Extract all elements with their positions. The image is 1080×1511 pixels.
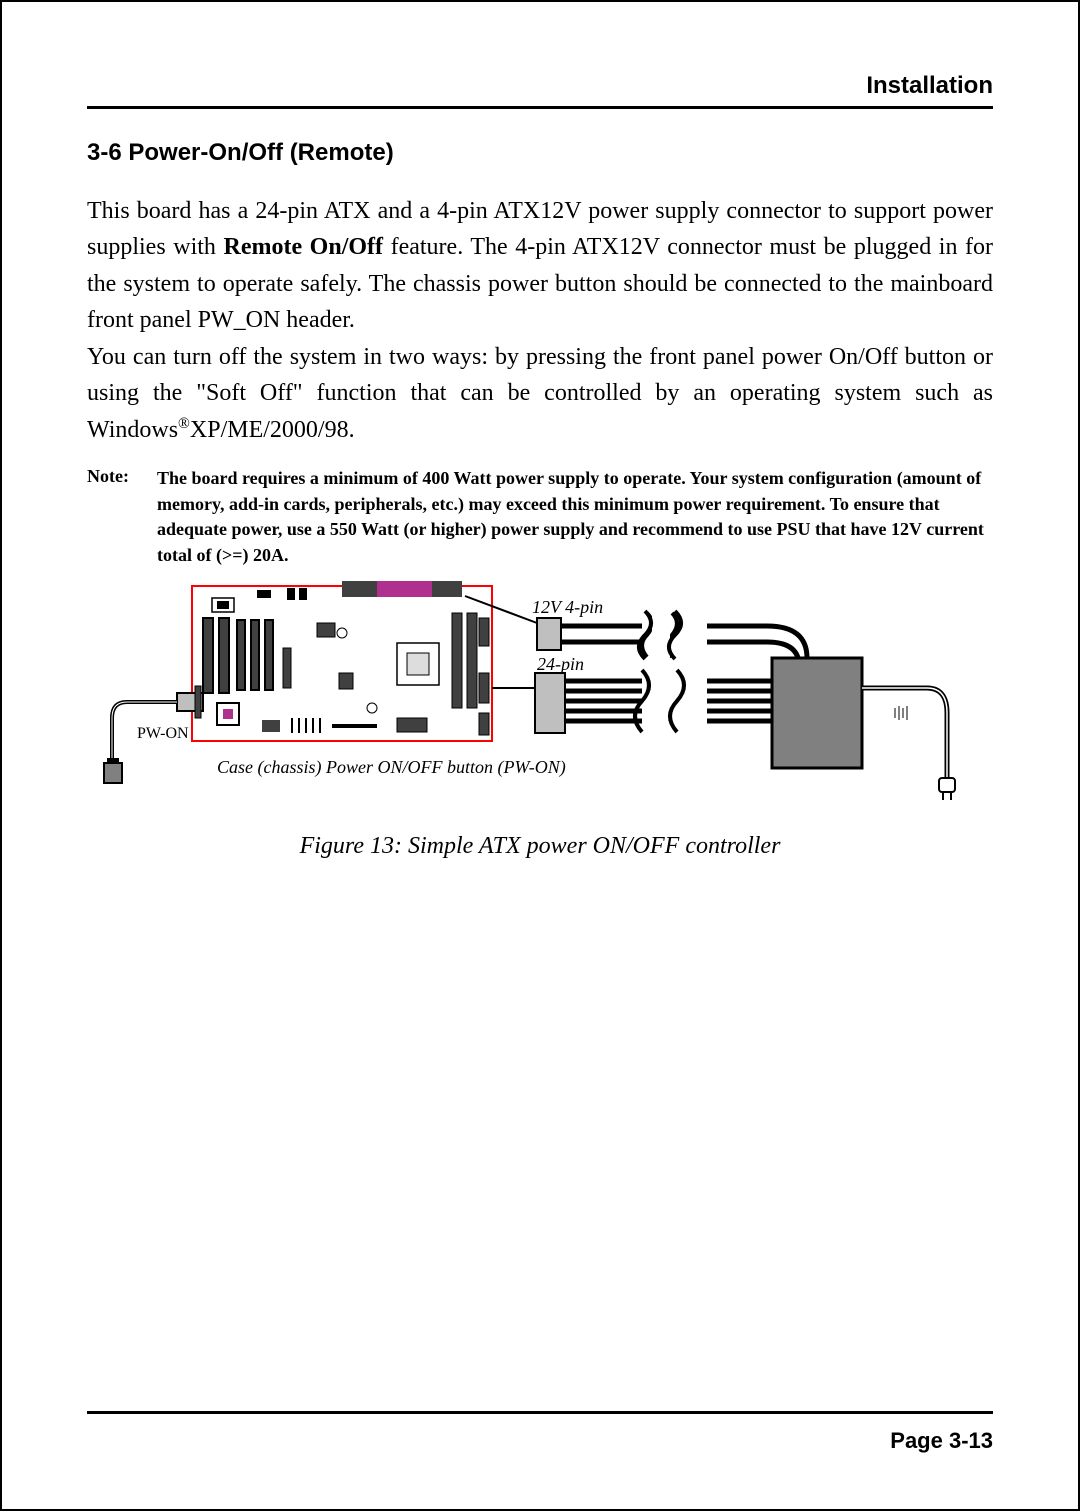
cable-12v: [561, 626, 807, 663]
p2-part2: XP/ME/2000/98.: [190, 417, 355, 443]
label-pwon: PW-ON: [137, 725, 189, 742]
page-footer: Page 3-13: [87, 1411, 993, 1454]
label-12v: 12V 4-pin: [532, 597, 603, 617]
running-header: Installation: [87, 72, 993, 100]
connector-12v: [537, 618, 561, 650]
psu-icon: [772, 658, 862, 768]
body-paragraph-1: This board has a 24-pin ATX and a 4-pin …: [87, 193, 993, 339]
note-block: Note: The board requires a minimum of 40…: [87, 466, 993, 568]
io-ports-highlight: [377, 581, 432, 597]
note-text: The board requires a minimum of 400 Watt…: [157, 466, 993, 568]
page-number: Page 3-13: [87, 1428, 993, 1454]
p1-bold: Remote On/Off: [223, 234, 383, 260]
figure-caption: Figure 13: Simple ATX power ON/OFF contr…: [87, 833, 993, 860]
diagram-inline-caption: Case (chassis) Power ON/OFF button (PW-O…: [217, 757, 566, 778]
power-button-icon: [104, 763, 122, 783]
header-rule: [87, 106, 993, 109]
figure: PW-ON 12V 4-pin: [87, 578, 993, 860]
registered-mark: ®: [178, 415, 190, 432]
note-label: Note:: [87, 466, 157, 568]
bottom-headers: [292, 718, 320, 733]
power-cord: [862, 688, 947, 778]
expansion-slots: [203, 618, 273, 693]
body-paragraph-2: You can turn off the system in two ways:…: [87, 339, 993, 448]
label-24pin: 24-pin: [537, 654, 584, 674]
plug-icon: [939, 778, 955, 800]
atx-power-diagram: PW-ON 12V 4-pin: [87, 578, 987, 818]
page-frame: Installation 3-6 Power-On/Off (Remote) T…: [0, 0, 1080, 1511]
footer-rule: [87, 1411, 993, 1414]
dimm-slots: [452, 613, 477, 708]
connector-24pin: [535, 673, 565, 733]
section-heading: 3-6 Power-On/Off (Remote): [87, 139, 993, 167]
